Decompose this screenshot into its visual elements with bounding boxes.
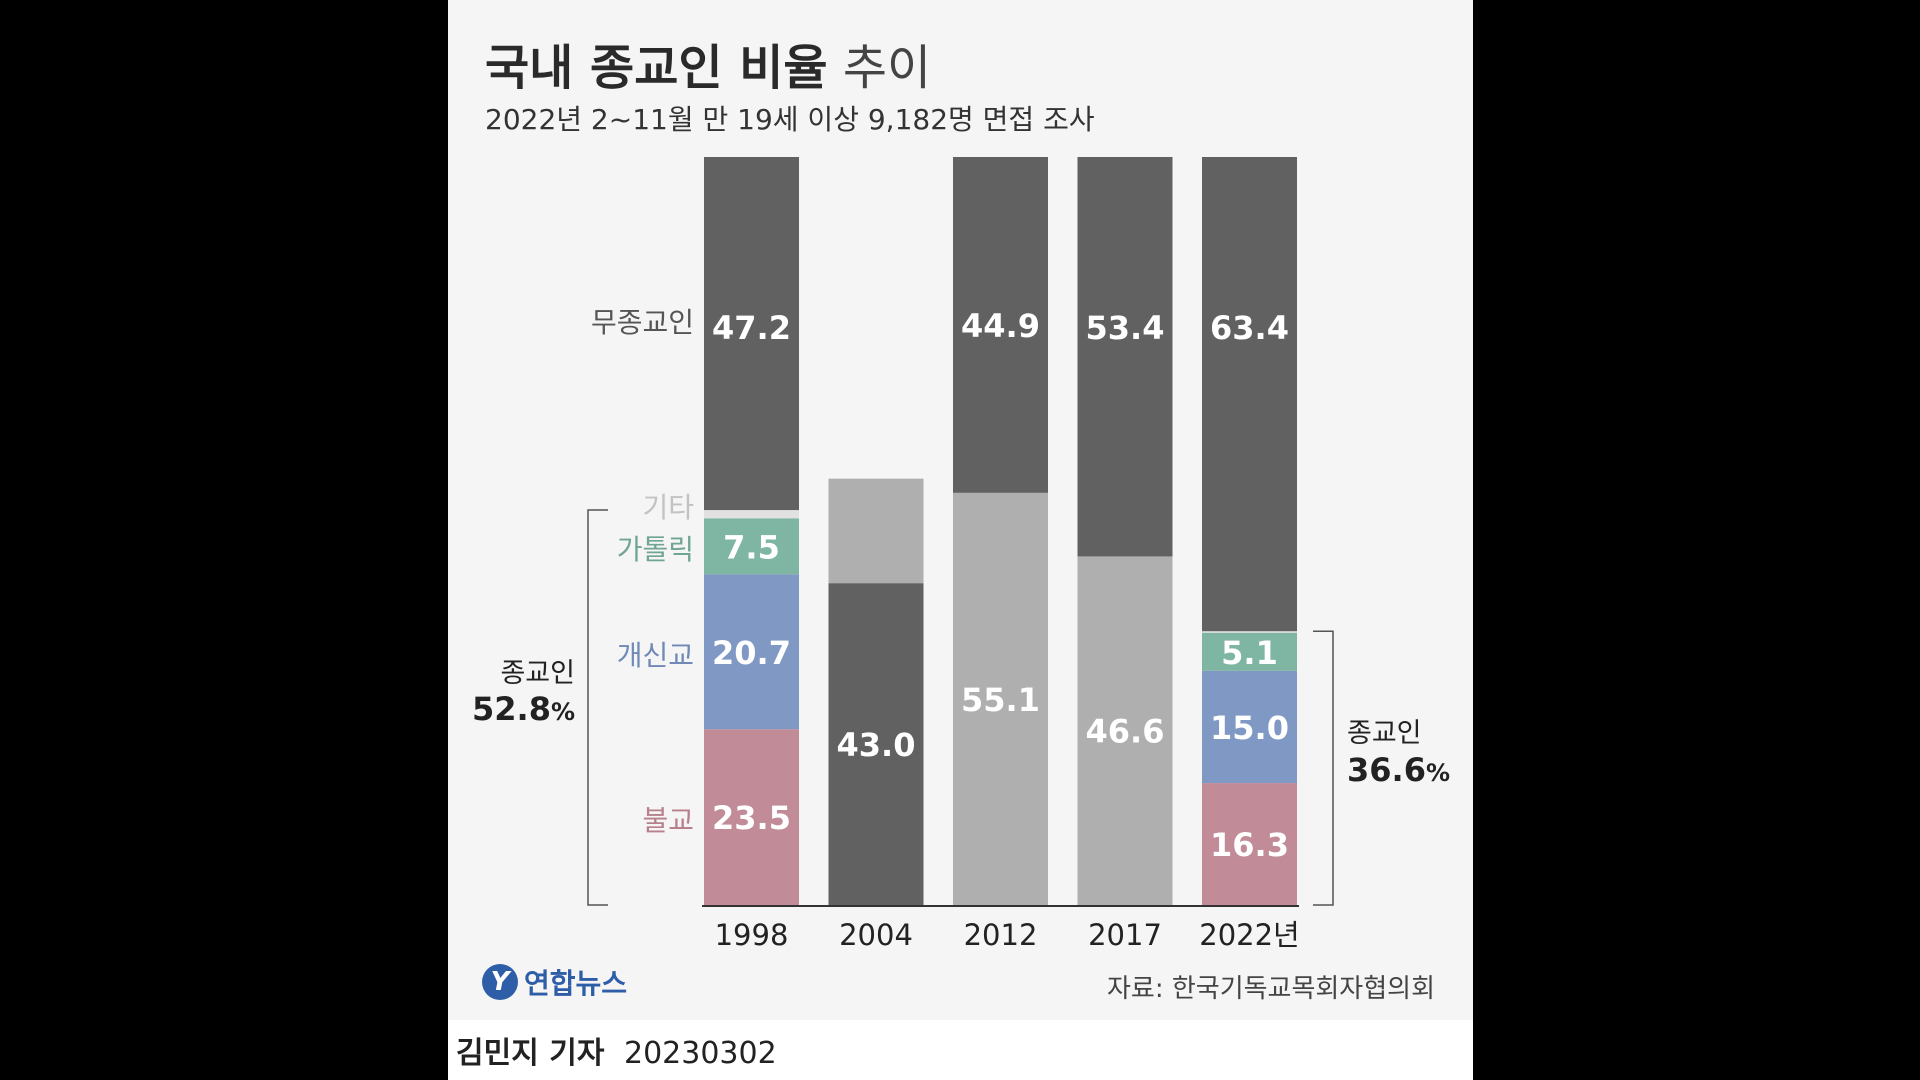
bar-other-0	[704, 510, 799, 519]
value-label-none-0: 47.2	[712, 309, 791, 347]
bar-catholic-0	[704, 518, 799, 575]
reporter-name: 김민지 기자	[456, 1036, 605, 1071]
segment-label-catholic: 가톨릭	[616, 533, 694, 567]
value-label-buddhist-0: 23.5	[712, 799, 791, 837]
bar-buddhist-0	[704, 729, 799, 905]
x-tick-label-4: 2022년	[1199, 918, 1299, 952]
right-bracket	[1313, 630, 1334, 906]
value-label-religious-2: 55.1	[961, 681, 1040, 719]
footer-band	[448, 1020, 1473, 1080]
yonhap-logo-text: 연합뉴스	[524, 967, 628, 1000]
value-label-religious-3: 46.6	[1086, 713, 1165, 751]
bar-protestant-0	[704, 574, 799, 730]
segment-label-buddhist: 불교	[642, 804, 694, 838]
value-label-catholic-4: 5.1	[1221, 634, 1278, 672]
title-light: 추이	[842, 40, 932, 96]
right-bracket-value: 36.6%	[1347, 750, 1450, 789]
right-bracket-title: 종교인	[1347, 718, 1422, 750]
bar-catholic-4	[1202, 632, 1297, 671]
bar-buddhist-4	[1202, 783, 1297, 905]
yonhap-logo-icon: Y	[482, 964, 518, 1000]
publish-date: 20230302	[624, 1036, 777, 1071]
value-label-none-2: 44.9	[961, 307, 1040, 345]
left-bracket-value: 52.8%	[472, 689, 575, 728]
value-label-protestant-4: 15.0	[1210, 709, 1289, 747]
credit-line: 김민지 기자 20230302	[456, 1028, 777, 1072]
bar-none-1	[828, 583, 924, 905]
chart-title: 국내 종교인 비율 추이	[485, 28, 931, 98]
segment-label-protestant: 개신교	[616, 638, 694, 672]
chart-subtitle: 2022년 2~11월 만 19세 이상 9,182명 면접 조사	[485, 103, 1095, 136]
bar-none-2	[953, 157, 1048, 493]
value-label-catholic-0: 7.5	[723, 528, 780, 566]
segment-label-none: 무종교인	[590, 305, 694, 339]
value-label-none-3: 53.4	[1086, 309, 1165, 347]
value-label-buddhist-4: 16.3	[1210, 826, 1289, 864]
segment-label-other: 기타	[642, 491, 694, 525]
bar-none-4	[1202, 157, 1297, 632]
right-bracket-label: 종교인 36.6%	[1347, 718, 1450, 789]
value-label-none-1: 43.0	[837, 726, 916, 764]
title-bold: 국내 종교인 비율	[485, 40, 828, 96]
left-bracket	[587, 509, 608, 906]
left-bracket-label: 종교인 52.8%	[472, 658, 575, 729]
left-bracket-title: 종교인	[500, 657, 575, 689]
bar-religious-3	[1077, 556, 1173, 905]
x-tick-label-0: 1998	[715, 918, 789, 952]
bar-none-3	[1077, 157, 1173, 557]
bar-other-4	[1202, 631, 1297, 633]
bar-none-0	[704, 157, 799, 511]
source-note: 자료: 한국기독교목회자협의회	[1107, 974, 1435, 1004]
value-label-protestant-0: 20.7	[712, 634, 791, 672]
bar-protestant-4	[1202, 670, 1297, 784]
value-label-none-4: 63.4	[1210, 309, 1289, 347]
x-tick-label-2: 2012	[964, 918, 1038, 952]
x-tick-label-3: 2017	[1088, 918, 1162, 952]
yonhap-logo: Y 연합뉴스	[482, 962, 627, 1002]
bar-religious-2	[953, 492, 1048, 905]
x-tick-label-1: 2004	[839, 918, 913, 952]
